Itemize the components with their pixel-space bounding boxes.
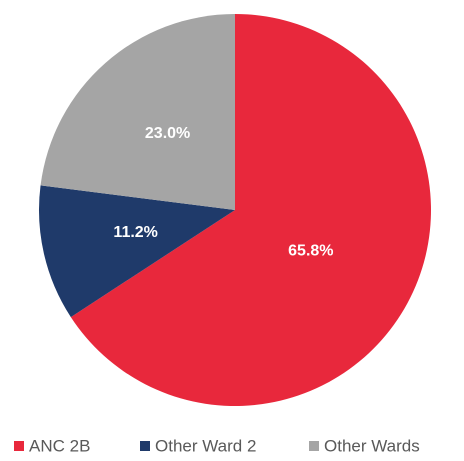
legend-label: Other Wards [324, 436, 420, 455]
data-label: 23.0% [145, 125, 190, 142]
legend-swatch [14, 441, 24, 451]
pie-slice [70, 14, 432, 406]
legend-swatch [140, 441, 150, 451]
pie-slice [38, 185, 235, 318]
data-label: 65.8% [288, 242, 333, 259]
legend-swatch [309, 441, 319, 451]
legend-label: ANC 2B [29, 436, 90, 455]
data-label: 11.2% [113, 224, 157, 241]
pie-slice [40, 14, 235, 210]
legend-label: Other Ward 2 [155, 436, 256, 455]
